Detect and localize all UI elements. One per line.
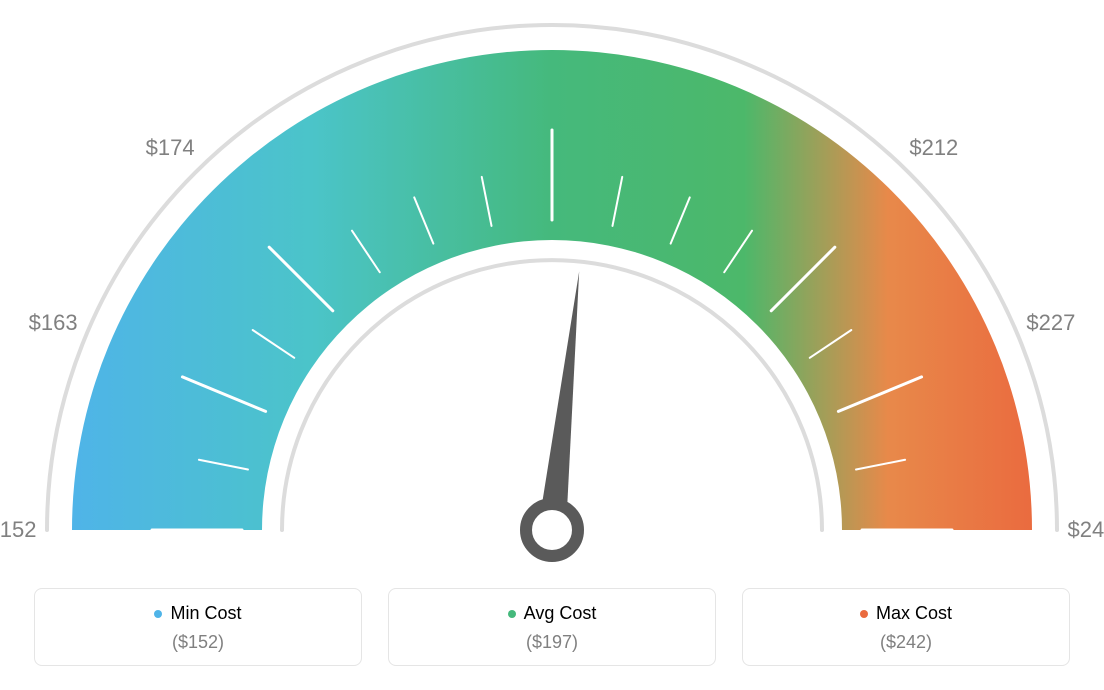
legend-label-avg: Avg Cost	[524, 603, 597, 624]
gauge-tick-label: $174	[146, 135, 195, 161]
legend-value-min: ($152)	[35, 632, 361, 653]
legend-label-min: Min Cost	[170, 603, 241, 624]
gauge-tick-label: $197	[528, 0, 577, 3]
gauge-tick-label: $163	[29, 310, 78, 336]
legend-title-max: Max Cost	[860, 603, 952, 624]
gauge-tick-label: $242	[1068, 517, 1104, 543]
legend-dot-min	[154, 610, 162, 618]
legend-value-avg: ($197)	[389, 632, 715, 653]
legend-dot-avg	[508, 610, 516, 618]
legend-dot-max	[860, 610, 868, 618]
gauge-chart: $152 $163 $174 $197 $212 $227 $242	[0, 0, 1104, 570]
legend-value-max: ($242)	[743, 632, 1069, 653]
legend-card-min: Min Cost ($152)	[34, 588, 362, 666]
legend-title-min: Min Cost	[154, 603, 241, 624]
legend-card-avg: Avg Cost ($197)	[388, 588, 716, 666]
gauge-tick-label: $212	[909, 135, 958, 161]
legend-row: Min Cost ($152) Avg Cost ($197) Max Cost…	[34, 588, 1070, 666]
gauge-tick-label: $152	[0, 517, 36, 543]
gauge-tick-label: $227	[1026, 310, 1075, 336]
legend-label-max: Max Cost	[876, 603, 952, 624]
legend-title-avg: Avg Cost	[508, 603, 597, 624]
legend-card-max: Max Cost ($242)	[742, 588, 1070, 666]
